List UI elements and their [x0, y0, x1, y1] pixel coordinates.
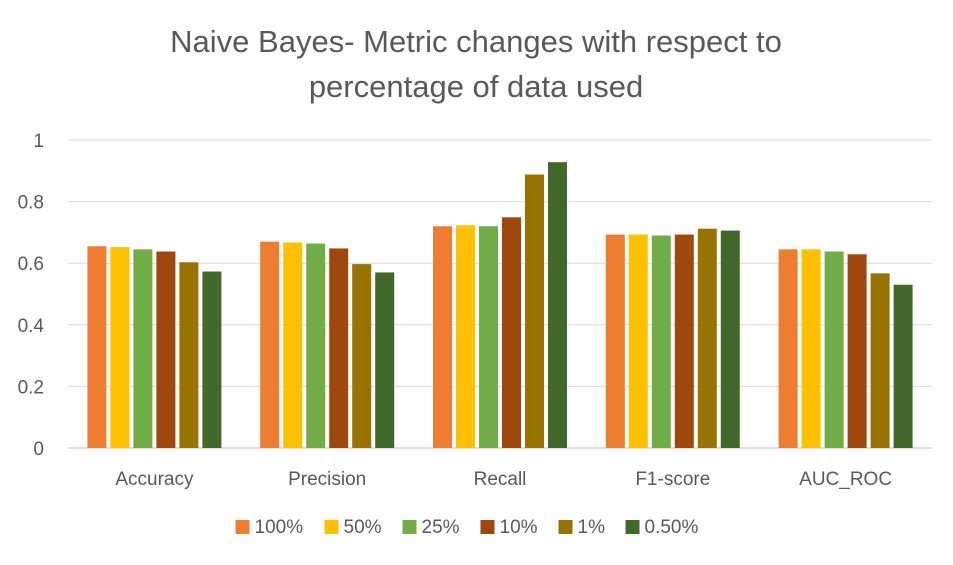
bar	[870, 273, 890, 448]
chart-title-line-1: Naive Bayes- Metric changes with respect…	[170, 24, 782, 59]
y-tick-label: 0.6	[18, 254, 44, 275]
legend-swatch	[480, 520, 495, 534]
bar	[456, 225, 475, 448]
legend: 100% 50% 25% 10% 1% 0.50%	[235, 517, 699, 538]
bar	[329, 248, 349, 448]
chart-title-line-2: percentage of data used	[309, 69, 643, 104]
bar	[651, 235, 671, 448]
bar	[847, 254, 867, 448]
bar	[824, 251, 844, 448]
x-category-label: Recall	[474, 469, 527, 490]
bar	[720, 230, 740, 448]
bar	[674, 234, 694, 448]
x-category-label: Accuracy	[115, 469, 194, 490]
legend-label: 1%	[578, 517, 606, 538]
x-category-label: AUC_ROC	[799, 469, 892, 490]
y-tick-label: 0	[33, 439, 44, 460]
legend-swatch	[558, 520, 573, 534]
bar	[433, 226, 452, 448]
bar	[778, 249, 798, 448]
bar	[87, 246, 107, 448]
bar	[283, 242, 303, 448]
legend-swatch	[625, 520, 640, 534]
x-axis-categories: Accuracy Precision Recall F1-score AUC_ROC	[115, 469, 892, 490]
x-category-label: F1-score	[635, 469, 710, 490]
bar	[548, 162, 567, 448]
bar	[352, 264, 372, 448]
legend-label: 100%	[255, 517, 304, 538]
bars	[87, 162, 913, 448]
bar	[133, 249, 153, 448]
y-tick-label: 0.8	[18, 193, 44, 214]
y-tick-label: 0.4	[18, 316, 45, 337]
bar	[801, 249, 821, 448]
bar	[202, 271, 222, 448]
y-tick-label: 1	[33, 131, 44, 152]
legend-swatch	[402, 520, 417, 534]
legend-label: 25%	[422, 517, 460, 538]
bar	[179, 262, 199, 448]
legend-label: 0.50%	[645, 517, 699, 538]
bar	[260, 241, 280, 448]
legend-label: 10%	[500, 517, 538, 538]
legend-swatch	[324, 520, 339, 534]
bar	[375, 272, 395, 448]
y-tick-label: 0.2	[18, 377, 44, 398]
bar	[893, 284, 913, 448]
legend-swatch	[235, 520, 250, 534]
bar	[525, 174, 544, 448]
legend-label: 50%	[344, 517, 382, 538]
bar	[697, 228, 717, 448]
bar	[502, 217, 521, 448]
bar	[605, 234, 625, 448]
y-axis-ticks: 0 0.2 0.4 0.6 0.8 1	[18, 131, 45, 460]
x-category-label: Precision	[288, 469, 366, 490]
bar	[156, 251, 176, 448]
bar	[306, 243, 326, 448]
bar	[479, 226, 498, 448]
bar	[110, 247, 130, 448]
bar	[628, 234, 648, 448]
